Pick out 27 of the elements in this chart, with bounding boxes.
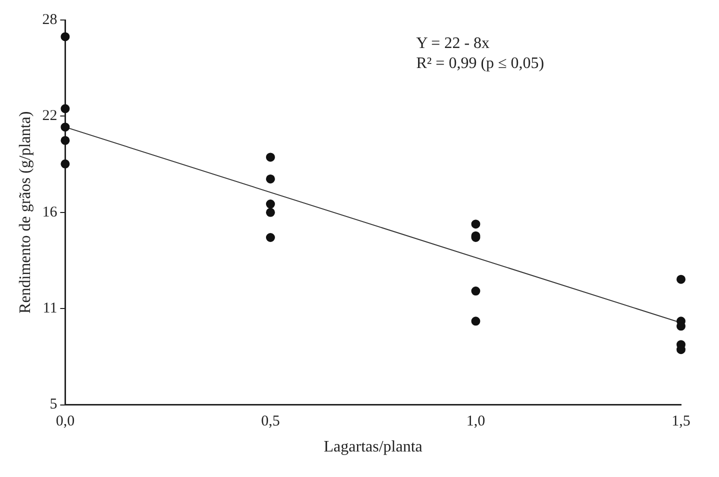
point: [266, 232, 275, 242]
point: [60, 159, 70, 168]
y-axis-title: Rendimento de grãos (g/planta): [16, 111, 34, 314]
point: [60, 104, 70, 114]
point: [676, 274, 686, 284]
point: [60, 32, 70, 42]
point: [266, 152, 275, 162]
point: [60, 122, 70, 132]
x-tick-label: 1,0: [466, 414, 486, 430]
x-tick-label: 0,0: [56, 414, 75, 430]
x-tick-label: 1,5: [672, 414, 690, 430]
point: [471, 286, 480, 296]
y-tick-label: 11: [42, 300, 58, 317]
annotation: R² = 0,99 (p ≤ 0,05): [416, 55, 544, 72]
point: [266, 200, 275, 209]
y-tick-label: 16: [42, 204, 58, 220]
point: [266, 174, 275, 184]
y-tick-label: 22: [42, 108, 58, 124]
point: [471, 316, 480, 326]
point: [60, 136, 70, 145]
y-tick-label: 28: [42, 12, 58, 28]
x-tick-label: 0,5: [261, 414, 280, 430]
point: [266, 208, 275, 217]
annotation: Y = 22 - 8x: [416, 35, 490, 52]
point: [471, 220, 480, 229]
x-axis-title: Lagartas/planta: [324, 438, 422, 456]
y-tick-label: 5: [50, 396, 58, 413]
